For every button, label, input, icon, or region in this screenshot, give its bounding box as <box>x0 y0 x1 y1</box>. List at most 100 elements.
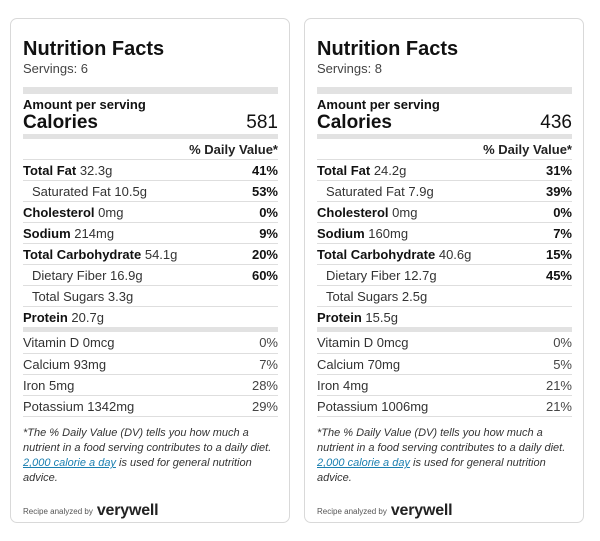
vitamin-row: Vitamin D 0mcg 0% <box>317 332 572 353</box>
nutrient-label: Total Sugars 3.3g <box>23 289 133 304</box>
nutrient-amount: 20.7g <box>71 309 104 325</box>
nutrient-row: Dietary Fiber 16.9g 60% <box>23 264 278 285</box>
vitamin-label: Iron 4mg <box>317 377 369 393</box>
nutrient-label: Total Carbohydrate 40.6g <box>317 247 471 262</box>
nutrient-name: Dietary Fiber <box>32 267 107 283</box>
nutrient-name: Total Sugars <box>326 288 399 304</box>
nutrient-daily-value: 0% <box>553 204 572 220</box>
calories-row: Calories 581 <box>23 112 278 134</box>
footnote-text: *The % Daily Value (DV) tells you how mu… <box>23 427 272 454</box>
verywell-logo[interactable]: verywell <box>390 502 453 519</box>
nutrient-name: Saturated Fat <box>32 183 111 199</box>
daily-value-header: % Daily Value* <box>483 142 572 157</box>
vitamin-label: Iron 5mg <box>23 377 75 393</box>
label-title: Nutrition Facts <box>23 38 165 60</box>
vitamin-row: Calcium 93mg 7% <box>23 353 278 374</box>
divider-thin <box>23 416 278 417</box>
nutrient-label: Saturated Fat 7.9g <box>317 184 434 199</box>
nutrient-amount: 214mg <box>74 225 115 241</box>
vitamin-daily-value: 7% <box>259 356 278 372</box>
vitamin-label: Vitamin D 0mcg <box>317 335 409 350</box>
divider-thick <box>23 87 278 94</box>
nutrient-label: Total Fat 24.2g <box>317 163 406 178</box>
nutrient-label: Dietary Fiber 12.7g <box>317 268 437 283</box>
vitamin-row: Vitamin D 0mcg 0% <box>23 332 278 353</box>
servings-text: Servings: 6 <box>23 61 89 76</box>
nutrient-name: Dietary Fiber <box>326 267 401 283</box>
calories-value: 581 <box>246 112 278 133</box>
nutrient-label: Sodium 160mg <box>317 226 408 241</box>
nutrient-name: Total Sugars <box>32 288 105 304</box>
analyzed-by: Recipe analyzed by verywell <box>23 502 278 520</box>
nutrient-name: Total Fat <box>23 162 77 178</box>
nutrient-label: Total Carbohydrate 54.1g <box>23 247 177 262</box>
nutrient-name: Sodium <box>317 225 365 241</box>
nutrient-amount: 24.2g <box>373 162 407 178</box>
divider-medium <box>23 134 278 139</box>
nutrient-amount: 0mg <box>392 204 418 220</box>
calories-value: 436 <box>540 112 572 133</box>
calorie-link[interactable]: 2,000 calorie a day <box>23 457 116 469</box>
footnote-text: *The % Daily Value (DV) tells you how mu… <box>317 427 566 454</box>
daily-value-footnote: *The % Daily Value (DV) tells you how mu… <box>23 426 278 486</box>
nutrient-row: Total Fat 24.2g 31% <box>317 159 572 180</box>
calories-label: Calories <box>317 112 392 133</box>
nutrient-row: Total Carbohydrate 54.1g 20% <box>23 243 278 264</box>
amount-per-serving: Amount per serving <box>317 97 440 112</box>
nutrient-name: Cholesterol <box>317 204 389 220</box>
nutrient-name: Protein <box>317 309 362 325</box>
nutrient-amount: 2.5g <box>401 288 428 304</box>
vitamin-label: Calcium 70mg <box>317 356 401 372</box>
calorie-link[interactable]: 2,000 calorie a day <box>317 457 410 469</box>
vitamin-daily-value: 21% <box>545 377 572 393</box>
nutrient-daily-value: 39% <box>545 183 572 199</box>
vitamin-label: Potassium 1342mg <box>23 398 135 414</box>
servings-text: Servings: 8 <box>317 61 383 76</box>
nutrient-amount: 16.9g <box>110 267 143 283</box>
nutrient-name: Protein <box>23 309 68 325</box>
nutrient-daily-value: 31% <box>545 162 572 178</box>
analyzed-by-text: Recipe analyzed by <box>23 506 93 516</box>
verywell-logo[interactable]: verywell <box>96 502 159 519</box>
nutrient-list: Total Fat 32.3g 41% Saturated Fat 10.5g 53%… <box>23 159 278 327</box>
divider-thin <box>317 416 572 417</box>
nutrient-label: Protein 20.7g <box>23 310 104 325</box>
vitamin-row: Iron 5mg 28% <box>23 374 278 395</box>
nutrient-daily-value: 20% <box>251 246 278 262</box>
nutrient-row: Protein 20.7g <box>23 306 278 327</box>
nutrient-label: Saturated Fat 10.5g <box>23 184 147 199</box>
nutrient-row: Cholesterol 0mg 0% <box>23 201 278 222</box>
nutrient-label: Protein 15.5g <box>317 310 398 325</box>
nutrient-name: Cholesterol <box>23 204 95 220</box>
nutrient-row: Protein 15.5g <box>317 306 572 327</box>
nutrient-row: Total Fat 32.3g 41% <box>23 159 278 180</box>
vitamin-label: Calcium 93mg <box>23 356 107 372</box>
vitamin-row: Iron 4mg 21% <box>317 374 572 395</box>
daily-value-footnote: *The % Daily Value (DV) tells you how mu… <box>317 426 572 486</box>
nutrient-row: Total Carbohydrate 40.6g 15% <box>317 243 572 264</box>
nutrient-row: Saturated Fat 7.9g 39% <box>317 180 572 201</box>
nutrient-name: Total Carbohydrate <box>23 246 142 262</box>
nutrient-label: Cholesterol 0mg <box>23 205 123 220</box>
nutrient-amount: 7.9g <box>408 183 434 199</box>
label-title: Nutrition Facts <box>317 38 459 60</box>
vitamin-daily-value: 5% <box>553 356 572 372</box>
nutrient-amount: 15.5g <box>365 309 398 325</box>
nutrient-amount: 10.5g <box>114 183 147 199</box>
nutrient-row: Sodium 214mg 9% <box>23 222 278 243</box>
nutrient-label: Dietary Fiber 16.9g <box>23 268 143 283</box>
nutrient-daily-value: 0% <box>259 204 278 220</box>
nutrient-amount: 54.1g <box>144 246 178 262</box>
nutrient-name: Total Carbohydrate <box>317 246 436 262</box>
nutrient-name: Saturated Fat <box>326 183 405 199</box>
analyzed-by: Recipe analyzed by verywell <box>317 502 572 520</box>
nutrient-row: Saturated Fat 10.5g 53% <box>23 180 278 201</box>
vitamin-row: Potassium 1342mg 29% <box>23 395 278 416</box>
footnote-text-end: is used for general nutrition advice. <box>317 457 546 484</box>
footnote-text-end: is used for general nutrition advice. <box>23 457 252 484</box>
nutrient-label: Cholesterol 0mg <box>317 205 417 220</box>
nutrient-daily-value: 7% <box>553 225 572 241</box>
nutrient-daily-value: 45% <box>545 267 572 283</box>
nutrient-list: Total Fat 24.2g 31% Saturated Fat 7.9g 39% C… <box>317 159 572 327</box>
calories-row: Calories 436 <box>317 112 572 134</box>
